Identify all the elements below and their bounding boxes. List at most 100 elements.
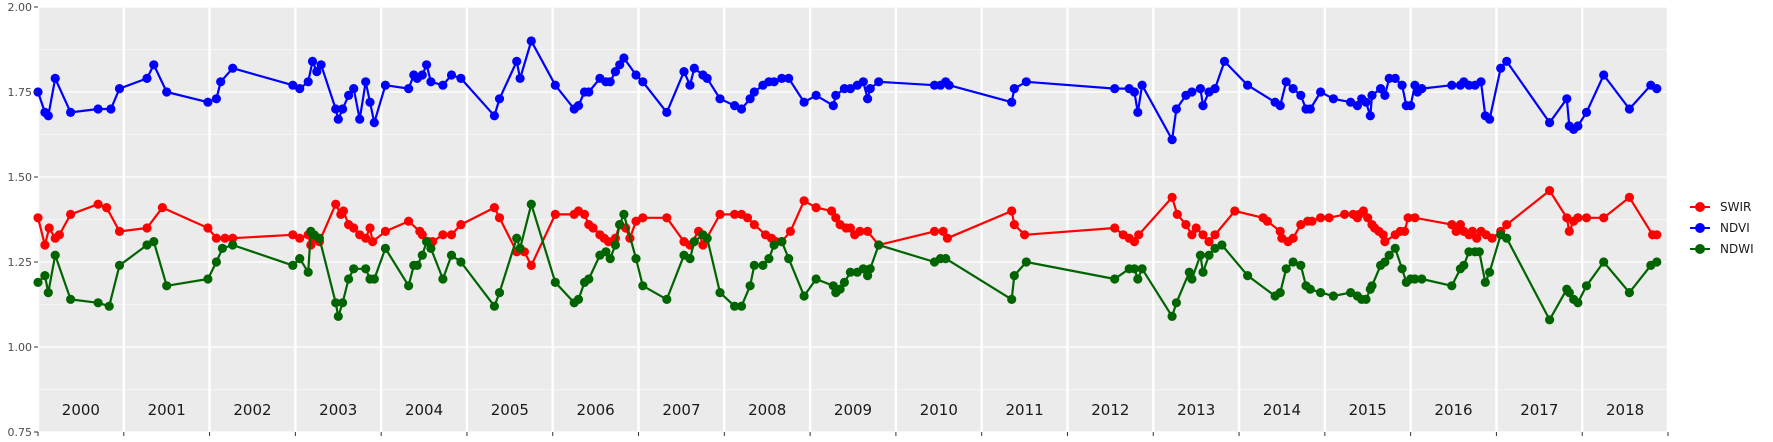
swir-point bbox=[1187, 230, 1197, 240]
ndvi-point bbox=[312, 67, 322, 77]
ndvi-point bbox=[1562, 94, 1572, 104]
swir-point bbox=[211, 233, 221, 243]
legend-label: SWIR bbox=[1720, 200, 1751, 214]
ndwi-point bbox=[764, 254, 774, 264]
swir-point bbox=[1545, 186, 1555, 196]
swir-point bbox=[1210, 230, 1220, 240]
swir-point bbox=[938, 226, 948, 236]
swir-point bbox=[1573, 213, 1583, 223]
swir-point bbox=[1400, 226, 1410, 236]
ndwi-point bbox=[1447, 281, 1457, 291]
swir-point bbox=[228, 233, 238, 243]
ndwi-point bbox=[835, 284, 845, 294]
ndwi-point bbox=[1281, 264, 1291, 274]
ndwi-point bbox=[1217, 240, 1227, 250]
ndvi-point bbox=[584, 87, 594, 97]
ndwi-point bbox=[1296, 260, 1306, 270]
ndvi-point bbox=[702, 73, 712, 83]
ndwi-point bbox=[1599, 257, 1609, 267]
ndvi-point bbox=[1367, 90, 1377, 100]
ndwi-point bbox=[1198, 267, 1208, 277]
year-label: 2013 bbox=[1177, 401, 1215, 419]
ndwi-point bbox=[1167, 311, 1177, 321]
ndwi-point bbox=[417, 250, 427, 260]
ndwi-point bbox=[114, 260, 125, 270]
swir-point bbox=[1307, 216, 1317, 226]
ndvi-point bbox=[1275, 101, 1285, 111]
ndwi-point bbox=[422, 237, 432, 247]
ndvi-point bbox=[777, 73, 787, 83]
ndwi-point bbox=[689, 237, 699, 247]
ndvi-point bbox=[863, 94, 873, 104]
swir-point bbox=[1487, 233, 1497, 243]
ndwi-point bbox=[66, 294, 76, 304]
ndwi-point bbox=[149, 237, 159, 247]
ndvi-point bbox=[685, 80, 695, 90]
ndvi-point bbox=[149, 60, 159, 70]
swir-point bbox=[494, 213, 505, 223]
ndwi-point bbox=[446, 250, 457, 260]
ndvi-point bbox=[1281, 77, 1291, 87]
legend-key-point bbox=[1695, 223, 1705, 233]
ndvi-point bbox=[361, 77, 371, 87]
ndwi-point bbox=[203, 274, 213, 284]
ndwi-point bbox=[784, 254, 794, 264]
ndwi-point bbox=[369, 274, 379, 284]
ndvi-point bbox=[631, 70, 641, 80]
swir-point bbox=[1167, 192, 1177, 202]
swir-point bbox=[93, 199, 103, 209]
ndwi-point bbox=[1316, 288, 1326, 298]
swir-point bbox=[368, 237, 378, 247]
swir-point bbox=[114, 226, 125, 236]
y-tick-label: 1.00 bbox=[8, 341, 33, 354]
swir-point bbox=[331, 199, 341, 209]
swir-point bbox=[929, 226, 940, 236]
ndwi-point bbox=[412, 260, 422, 270]
ndvi-point bbox=[66, 107, 76, 117]
swir-point bbox=[845, 223, 856, 233]
ndwi-point bbox=[758, 260, 768, 270]
ndvi-point bbox=[1009, 84, 1019, 94]
ndvi-point bbox=[288, 80, 298, 90]
ndwi-point bbox=[777, 237, 787, 247]
ndvi-point bbox=[619, 53, 629, 63]
ndvi-point bbox=[344, 90, 354, 100]
ndvi-point bbox=[114, 84, 125, 94]
ndwi-point bbox=[702, 233, 712, 243]
ndvi-point bbox=[216, 77, 226, 87]
year-label: 2000 bbox=[62, 401, 100, 419]
ndwi-point bbox=[50, 250, 60, 260]
ndvi-point bbox=[1447, 80, 1457, 90]
ndvi-point bbox=[331, 104, 341, 114]
swir-point bbox=[1020, 230, 1030, 240]
ndwi-point bbox=[601, 247, 611, 257]
y-tick-label: 1.75 bbox=[8, 86, 33, 99]
ndvi-point bbox=[715, 94, 725, 104]
ndwi-point bbox=[1397, 264, 1407, 274]
ndwi-point bbox=[40, 271, 50, 281]
ndvi-point bbox=[1376, 84, 1386, 94]
swir-point bbox=[1403, 213, 1413, 223]
ndwi-point bbox=[845, 267, 856, 277]
swir-point bbox=[1009, 220, 1019, 230]
ndwi-point bbox=[1021, 257, 1031, 267]
swir-point bbox=[1129, 237, 1139, 247]
swir-point bbox=[526, 260, 536, 270]
legend-key-point bbox=[1695, 244, 1705, 254]
swir-point bbox=[349, 223, 359, 233]
ndvi-point bbox=[573, 101, 584, 111]
swir-point bbox=[446, 230, 457, 240]
swir-point bbox=[338, 206, 348, 216]
ndwi-point bbox=[1137, 264, 1147, 274]
ndvi-point bbox=[1545, 118, 1555, 128]
year-label: 2008 bbox=[748, 401, 786, 419]
swir-point bbox=[66, 209, 76, 219]
ndvi-point bbox=[874, 77, 884, 87]
ndvi-point bbox=[689, 63, 699, 73]
ndwi-point bbox=[1305, 284, 1315, 294]
swir-point bbox=[1451, 226, 1461, 236]
swir-point bbox=[1110, 223, 1120, 233]
ndwi-point bbox=[605, 254, 615, 264]
ndwi-point bbox=[515, 243, 525, 253]
swir-point bbox=[1363, 213, 1373, 223]
